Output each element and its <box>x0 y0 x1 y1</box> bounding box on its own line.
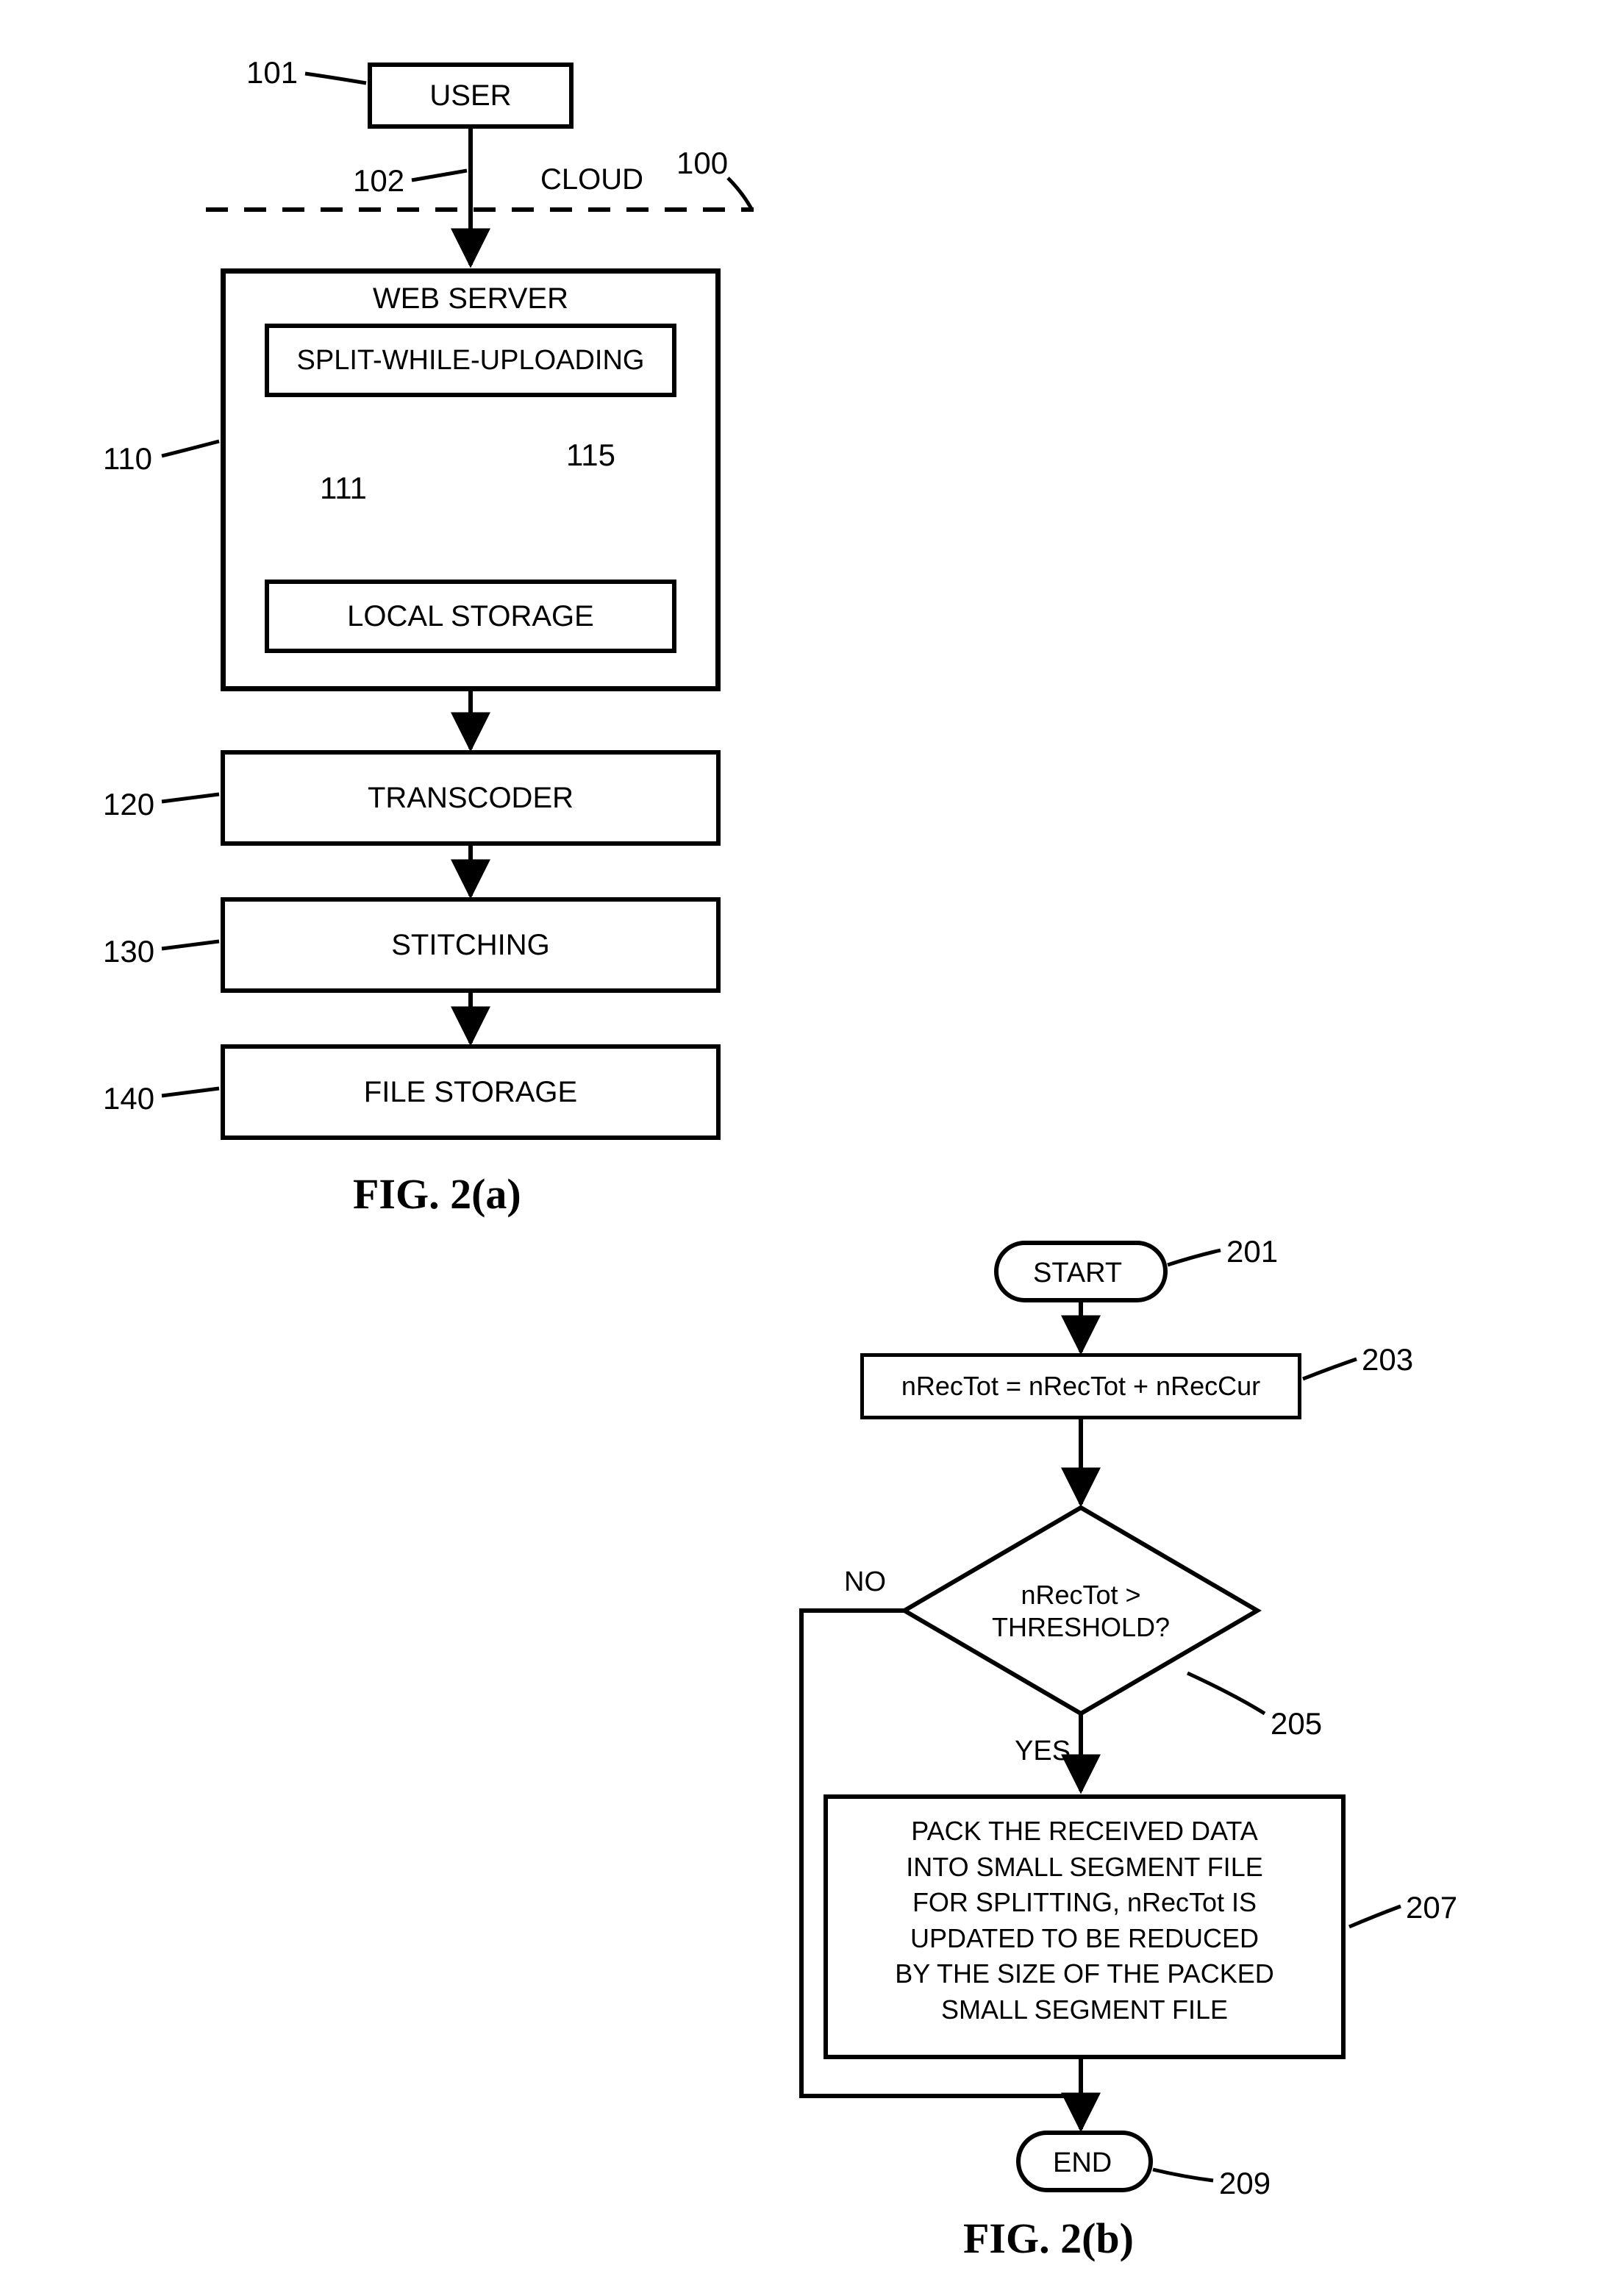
process-l2: INTO SMALL SEGMENT FILE <box>841 1850 1328 1886</box>
user-label: USER <box>429 79 511 113</box>
local-storage-label: LOCAL STORAGE <box>347 600 594 633</box>
label-115: 115 <box>566 438 615 473</box>
label-203: 203 <box>1362 1342 1413 1377</box>
stitching-label: STITCHING <box>391 929 550 962</box>
caption-2b: FIG. 2(b) <box>963 2214 1134 2263</box>
label-205: 205 <box>1271 1706 1322 1741</box>
label-yes: YES <box>1015 1736 1071 1767</box>
label-130: 130 <box>103 934 154 969</box>
transcoder-box: TRANSCODER <box>221 750 721 846</box>
n203-box: nRecTot = nRecTot + nRecCur <box>860 1353 1301 1419</box>
process-box: PACK THE RECEIVED DATA INTO SMALL SEGMEN… <box>823 1794 1346 2059</box>
label-111: 111 <box>320 471 367 506</box>
n203-text: nRecTot = nRecTot + nRecCur <box>901 1371 1260 1402</box>
decision-line1: nRecTot > <box>1007 1580 1154 1611</box>
process-l4: UPDATED TO BE REDUCED <box>841 1921 1328 1957</box>
split-label: SPLIT-WHILE-UPLOADING <box>297 345 645 377</box>
label-201: 201 <box>1226 1234 1278 1269</box>
local-storage-box: LOCAL STORAGE <box>265 580 676 653</box>
stitching-box: STITCHING <box>221 897 721 993</box>
process-l3: FOR SPLITTING, nRecTot IS <box>841 1885 1328 1921</box>
transcoder-label: TRANSCODER <box>368 782 574 815</box>
label-110: 110 <box>103 441 152 477</box>
label-209: 209 <box>1219 2166 1271 2201</box>
process-l5: BY THE SIZE OF THE PACKED <box>841 1956 1328 1992</box>
process-l6: SMALL SEGMENT FILE <box>841 1992 1328 2028</box>
end-label: END <box>1053 2147 1112 2179</box>
label-100: 100 <box>676 146 728 181</box>
start-label: START <box>1033 1258 1122 1289</box>
label-120: 120 <box>103 787 154 822</box>
file-storage-box: FILE STORAGE <box>221 1044 721 1140</box>
web-server-label: WEB SERVER <box>226 282 715 315</box>
file-storage-label: FILE STORAGE <box>364 1076 577 1109</box>
label-cloud: CLOUD <box>540 163 643 196</box>
label-140: 140 <box>103 1081 154 1116</box>
label-207: 207 <box>1406 1890 1457 1925</box>
label-102: 102 <box>353 163 404 199</box>
user-box: USER <box>368 63 574 129</box>
label-101: 101 <box>246 55 298 90</box>
split-box: SPLIT-WHILE-UPLOADING <box>265 324 676 397</box>
caption-2a: FIG. 2(a) <box>353 1169 521 1219</box>
process-l1: PACK THE RECEIVED DATA <box>841 1814 1328 1850</box>
label-no: NO <box>844 1566 886 1598</box>
decision-line2: THRESHOLD? <box>985 1612 1176 1643</box>
